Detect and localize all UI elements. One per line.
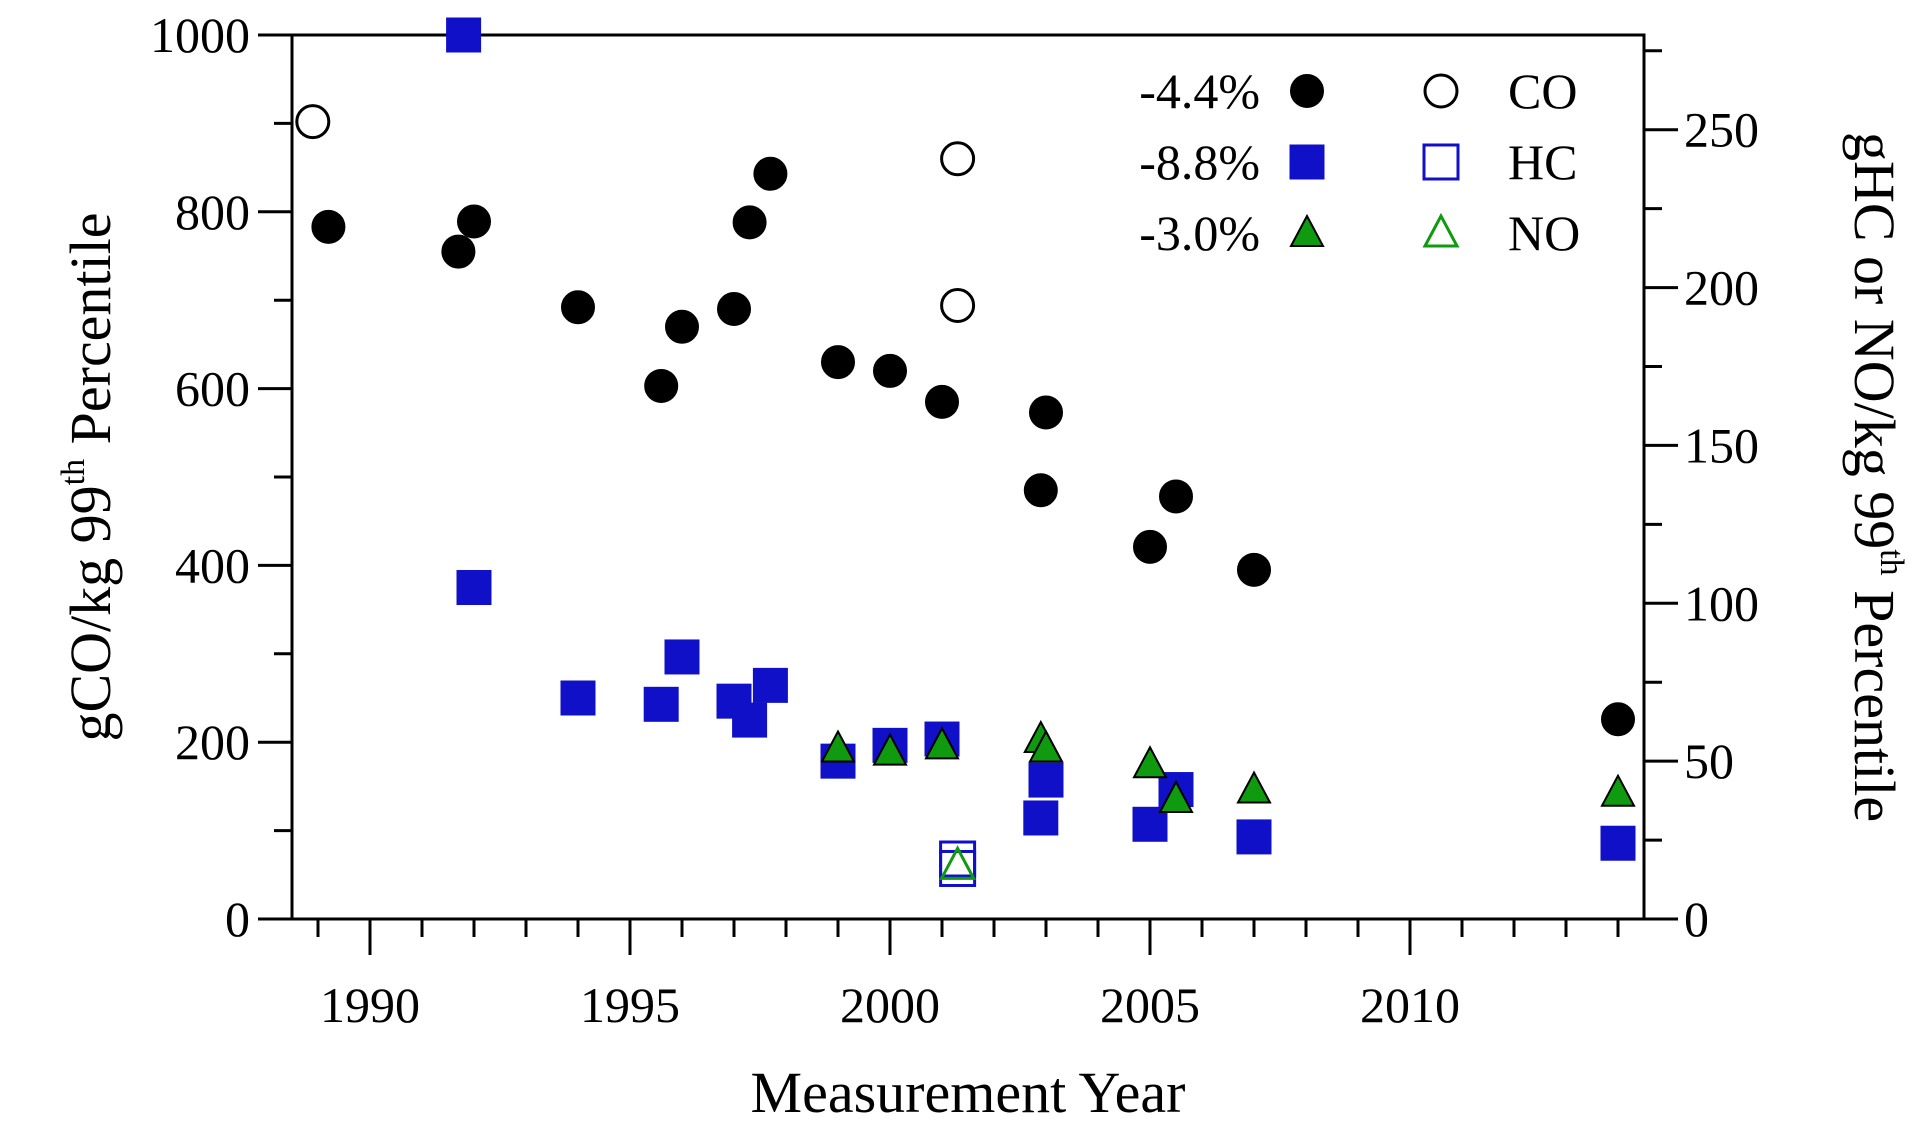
hc-point-filled: [1028, 762, 1064, 798]
legend-marker-filled-no: [1289, 213, 1325, 247]
co-point-filled: [732, 205, 767, 240]
co-point-filled: [1237, 552, 1271, 587]
x-tick-label: 2000: [840, 977, 940, 1033]
co-point-filled: [1029, 395, 1063, 430]
data-marks: [295, 17, 1636, 887]
no-point-filled: [820, 729, 856, 763]
y-right-tick-label: 200: [1684, 260, 1759, 316]
y-axis-title-right-base: gHC or NO/kg 99: [1842, 132, 1907, 549]
y-axis-title-left-base: gCO/kg 99: [58, 485, 123, 741]
co-point-filled: [1023, 473, 1058, 508]
y-left-tick-label: 400: [175, 537, 250, 593]
y-right-tick-label: 100: [1684, 575, 1759, 631]
y-left-tick-label: 1000: [150, 7, 250, 63]
hc-point-open: [939, 840, 977, 878]
legend-marker-open-co: [1423, 73, 1459, 109]
y-axis-title-right-tail: Percentile: [1842, 576, 1907, 822]
legend-marker-open-no: [1422, 212, 1460, 248]
axis-ticks: 1990 1995 2000 2005 2010 0 200 400 600 800 1000 0 50…: [150, 7, 1759, 1033]
co-point-filled: [665, 309, 699, 344]
x-tick-label: 1995: [580, 977, 680, 1033]
x-tick-label: 2005: [1100, 977, 1200, 1033]
co-point-filled: [925, 384, 959, 419]
no-point-filled: [872, 732, 908, 766]
y-right-tick-label: 150: [1684, 417, 1759, 473]
hc-point-filled: [732, 702, 768, 738]
co-point-filled: [1601, 702, 1635, 737]
no-point-open: [939, 845, 977, 880]
no-point-filled: [1028, 729, 1064, 763]
hc-point-filled: [560, 680, 596, 716]
legend-value-no: -3.0%: [1139, 205, 1260, 261]
co-point-filled: [1159, 479, 1193, 514]
legend-label-hc: HC: [1508, 134, 1577, 190]
no-point-filled: [1158, 779, 1194, 814]
y-axis-title-left: gCO/kg 99th Percentile: [55, 212, 123, 741]
no-point-filled: [924, 726, 960, 760]
no-point-filled: [1600, 773, 1636, 807]
x-tick-label: 1990: [320, 977, 420, 1033]
legend-label-co: CO: [1508, 63, 1577, 119]
co-point-filled: [561, 290, 595, 325]
hc-point-filled: [664, 639, 700, 675]
co-point-open: [940, 141, 976, 177]
legend-marker-filled-hc: [1289, 144, 1325, 180]
no-point-filled: [1132, 745, 1168, 779]
x-axis-title: Measurement Year: [751, 1060, 1186, 1125]
co-point-filled: [1133, 529, 1167, 564]
legend-marker-open-hc: [1422, 143, 1460, 181]
y-axis-title-right: gHC or NO/kg 99th Percentile: [1842, 132, 1910, 822]
y-left-tick-label: 600: [175, 361, 250, 417]
y-axis-title-right-sup: th: [1873, 549, 1910, 575]
co-point-filled: [873, 353, 907, 388]
co-point-filled: [717, 292, 751, 327]
legend-marker-filled-co: [1290, 74, 1324, 108]
hc-point-filled: [1023, 800, 1059, 836]
hc-point-filled: [446, 17, 482, 53]
legend-label-no: NO: [1508, 205, 1580, 261]
legend: -4.4% CO -8.8% HC -3.0% NO: [1139, 63, 1580, 261]
y-right-tick-label: 250: [1684, 102, 1759, 158]
y-axis-title-left-sup: th: [55, 459, 92, 485]
y-left-tick-label: 200: [175, 714, 250, 770]
hc-point-filled: [752, 667, 788, 703]
legend-value-hc: -8.8%: [1139, 134, 1260, 190]
hc-point-filled: [1236, 819, 1272, 855]
hc-point-filled: [456, 570, 492, 605]
co-point-filled: [441, 234, 476, 269]
co-point-filled: [311, 209, 346, 244]
y-left-tick-label: 800: [175, 184, 250, 240]
y-right-tick-label: 0: [1684, 891, 1709, 947]
hc-point-filled: [1132, 806, 1168, 842]
hc-point-filled: [1600, 825, 1636, 861]
co-point-open: [940, 288, 976, 324]
no-point-filled: [1236, 770, 1272, 804]
co-point-filled: [753, 156, 788, 191]
co-point-filled: [457, 204, 491, 239]
co-point-filled: [644, 368, 679, 403]
legend-value-co: -4.4%: [1139, 63, 1260, 119]
co-point-open: [295, 104, 331, 140]
y-left-tick-label: 0: [225, 891, 250, 947]
y-right-tick-label: 50: [1684, 733, 1734, 789]
hc-point-filled: [643, 686, 679, 722]
co-point-filled: [821, 345, 855, 380]
y-axis-title-left-tail: Percentile: [58, 212, 123, 458]
x-tick-label: 2010: [1360, 977, 1460, 1033]
